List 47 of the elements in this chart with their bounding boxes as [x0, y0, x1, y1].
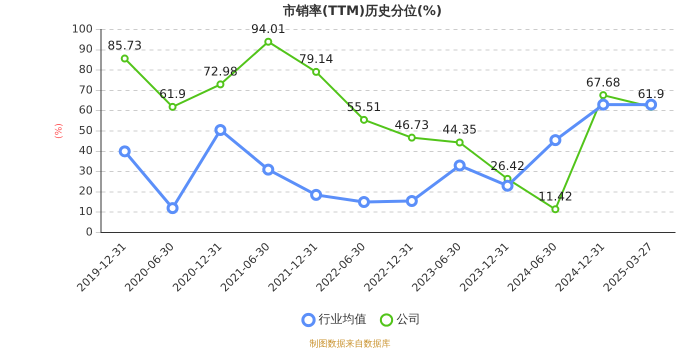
- point: [166, 202, 179, 214]
- point: [214, 124, 226, 136]
- point: [502, 180, 514, 192]
- data-label: 61.9: [159, 87, 186, 102]
- y-tick-label: 0: [86, 225, 93, 238]
- text: 制图数据来自数据库: [310, 338, 390, 350]
- data-label: 94.01: [251, 22, 286, 36]
- y-axis-title: (%): [54, 123, 65, 139]
- point: [406, 195, 418, 208]
- y-tick-label: 50: [78, 124, 93, 137]
- point: [264, 38, 272, 46]
- point: [360, 116, 368, 124]
- point: [216, 80, 224, 88]
- y-tick-label: 40: [78, 144, 93, 158]
- chart-title: 市销率(TTM)历史分位(%): [282, 3, 442, 20]
- data-label: 85.73: [108, 38, 142, 53]
- point: [408, 134, 416, 142]
- data-label: 61.9: [638, 87, 664, 102]
- legend-label: 公司: [396, 312, 420, 326]
- data-label: 46.73: [394, 118, 430, 132]
- y-tick-label: 80: [78, 63, 93, 76]
- point: [168, 102, 177, 111]
- data-label: 26.42: [490, 158, 525, 173]
- point: [597, 98, 610, 111]
- point: [310, 188, 322, 201]
- y-tick-label: 90: [78, 42, 93, 56]
- y-tick-label: 100: [72, 22, 93, 36]
- y-tick-label: 70: [78, 83, 93, 96]
- y-tick-label: 30: [78, 164, 93, 178]
- y-tick-label: 20: [78, 184, 93, 198]
- y-tick-label: 10: [78, 205, 93, 218]
- point: [358, 196, 370, 208]
- point: [549, 134, 562, 146]
- data-label: 79.14: [298, 52, 334, 66]
- point: [118, 145, 131, 158]
- point: [262, 164, 274, 176]
- point: [120, 54, 129, 63]
- data-label: 44.35: [442, 122, 477, 137]
- legend-label: 行业均值: [318, 312, 366, 326]
- point: [645, 98, 658, 111]
- point: [312, 68, 320, 76]
- data-label: 67.68: [586, 75, 620, 90]
- point: [454, 160, 466, 172]
- point: [551, 205, 560, 214]
- y-tick-label: 60: [78, 104, 93, 117]
- point: [599, 91, 608, 100]
- point: [456, 138, 464, 146]
